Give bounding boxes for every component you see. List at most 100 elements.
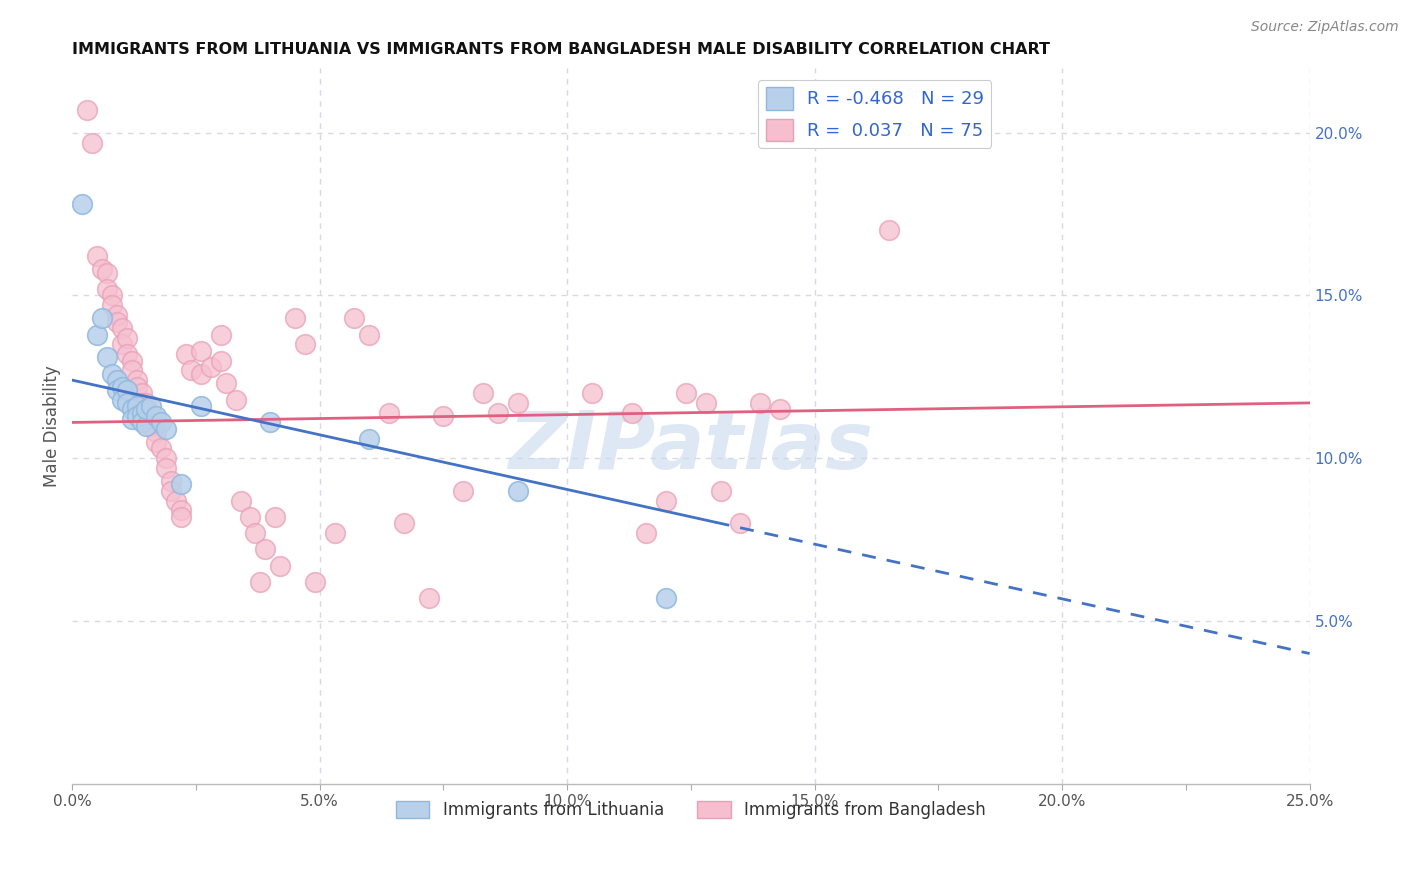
Point <box>131 396 153 410</box>
Point <box>125 409 148 423</box>
Point <box>190 399 212 413</box>
Point <box>620 406 643 420</box>
Point <box>506 396 529 410</box>
Point <box>378 406 401 420</box>
Point <box>581 386 603 401</box>
Point <box>105 383 128 397</box>
Point <box>160 474 183 488</box>
Point <box>121 412 143 426</box>
Point <box>155 422 177 436</box>
Point <box>115 383 138 397</box>
Point <box>225 392 247 407</box>
Point <box>115 396 138 410</box>
Point <box>141 399 163 413</box>
Point <box>70 197 93 211</box>
Point <box>294 337 316 351</box>
Point <box>160 483 183 498</box>
Point <box>359 327 381 342</box>
Point <box>432 409 454 423</box>
Point <box>675 386 697 401</box>
Text: Source: ZipAtlas.com: Source: ZipAtlas.com <box>1251 20 1399 34</box>
Point <box>96 282 118 296</box>
Point <box>145 409 167 423</box>
Point <box>135 406 157 420</box>
Point <box>101 367 124 381</box>
Point <box>80 136 103 150</box>
Point <box>877 223 900 237</box>
Point <box>121 402 143 417</box>
Point <box>76 103 98 117</box>
Point <box>190 367 212 381</box>
Point <box>125 399 148 413</box>
Point <box>86 327 108 342</box>
Point <box>141 418 163 433</box>
Point <box>730 516 752 531</box>
Point <box>418 591 440 606</box>
Point <box>111 392 134 407</box>
Point <box>121 363 143 377</box>
Point <box>269 558 291 573</box>
Legend: Immigrants from Lithuania, Immigrants from Bangladesh: Immigrants from Lithuania, Immigrants fr… <box>389 794 993 825</box>
Point <box>145 434 167 449</box>
Point <box>115 331 138 345</box>
Point <box>245 526 267 541</box>
Point <box>284 311 307 326</box>
Point <box>135 418 157 433</box>
Point <box>259 416 281 430</box>
Point <box>86 249 108 263</box>
Point <box>304 574 326 589</box>
Point <box>111 321 134 335</box>
Point <box>254 542 277 557</box>
Point <box>769 402 792 417</box>
Point <box>145 425 167 440</box>
Point <box>115 347 138 361</box>
Point <box>105 373 128 387</box>
Point <box>101 288 124 302</box>
Point <box>150 416 173 430</box>
Point <box>150 442 173 456</box>
Point <box>170 509 193 524</box>
Point <box>695 396 717 410</box>
Point <box>141 409 163 423</box>
Point <box>655 493 678 508</box>
Point <box>155 451 177 466</box>
Point <box>105 314 128 328</box>
Point <box>506 483 529 498</box>
Point <box>343 311 366 326</box>
Point <box>165 493 187 508</box>
Point <box>486 406 509 420</box>
Point <box>96 266 118 280</box>
Point <box>180 363 202 377</box>
Point <box>135 402 157 417</box>
Point <box>209 353 232 368</box>
Point <box>229 493 252 508</box>
Point <box>710 483 733 498</box>
Point <box>111 379 134 393</box>
Point <box>90 311 112 326</box>
Point <box>359 432 381 446</box>
Point <box>472 386 495 401</box>
Point <box>101 298 124 312</box>
Point <box>209 327 232 342</box>
Point <box>121 353 143 368</box>
Point <box>636 526 658 541</box>
Text: ZIPatlas: ZIPatlas <box>509 409 873 486</box>
Point <box>215 376 238 391</box>
Point <box>392 516 415 531</box>
Point <box>131 406 153 420</box>
Point <box>264 509 287 524</box>
Point <box>111 337 134 351</box>
Point <box>174 347 197 361</box>
Point <box>125 373 148 387</box>
Y-axis label: Male Disability: Male Disability <box>44 365 60 486</box>
Point <box>749 396 772 410</box>
Point <box>155 461 177 475</box>
Point <box>170 503 193 517</box>
Point <box>655 591 678 606</box>
Point <box>239 509 262 524</box>
Text: IMMIGRANTS FROM LITHUANIA VS IMMIGRANTS FROM BANGLADESH MALE DISABILITY CORRELAT: IMMIGRANTS FROM LITHUANIA VS IMMIGRANTS … <box>72 42 1050 57</box>
Point <box>131 416 153 430</box>
Point <box>105 308 128 322</box>
Point <box>323 526 346 541</box>
Point <box>96 351 118 365</box>
